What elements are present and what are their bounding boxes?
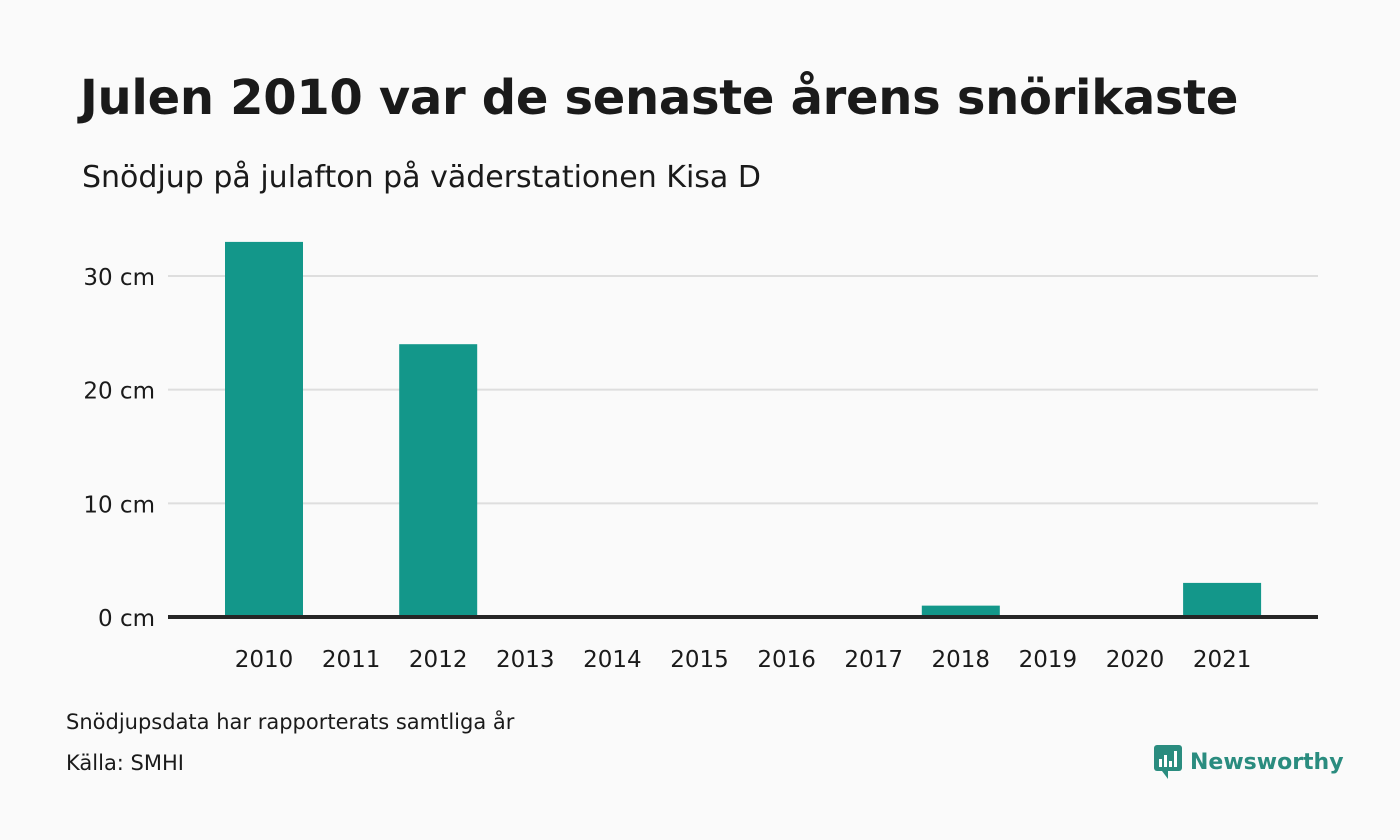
x-tick-label-2019: 2019 [1019,647,1078,673]
x-tick-label-2010: 2010 [235,647,294,673]
y-tick-label: 0 cm [98,606,155,632]
x-axis-ticks: 2010 2011 2012 2013 2014 2015 2016 2017 2018 2019… [235,647,1252,673]
bar-2010 [225,241,303,617]
x-tick-label-2016: 2016 [757,647,816,673]
footnote-note: Snödjupsdata har rapporterats samtliga å… [66,710,515,734]
brand-logo: Newsworthy [1154,745,1344,779]
x-tick-label-2013: 2013 [496,647,555,673]
bars [225,241,1262,617]
bar-2018 [921,605,1000,617]
x-tick-label-2021: 2021 [1193,647,1252,673]
y-tick-label: 30 cm [83,265,155,291]
chart-subtitle: Snödjup på julafton på väderstationen Ki… [82,160,761,195]
x-tick-label-2017: 2017 [844,647,903,673]
y-tick-label: 20 cm [83,379,155,405]
x-tick-label-2018: 2018 [932,647,991,673]
x-tick-label-2014: 2014 [583,647,642,673]
gridlines [168,275,1318,505]
chart-title: Julen 2010 var de senaste årens snörikas… [80,70,1239,126]
newsworthy-logo-icon [1154,745,1182,779]
x-tick-label-2015: 2015 [670,647,729,673]
x-tick-label-2011: 2011 [322,647,381,673]
brand-name: Newsworthy [1190,749,1344,775]
x-tick-label-2020: 2020 [1106,647,1165,673]
bar-2021 [1183,582,1262,617]
bar-chart: 0 cm 10 cm 20 cm 30 cm 2010 2011 2012 2013 2014… [83,241,1318,673]
bar-2012 [399,344,478,617]
y-axis-ticks: 0 cm 10 cm 20 cm 30 cm [83,265,155,632]
footnote-source: Källa: SMHI [66,751,184,775]
y-tick-label: 10 cm [83,492,155,518]
x-tick-label-2012: 2012 [409,647,468,673]
